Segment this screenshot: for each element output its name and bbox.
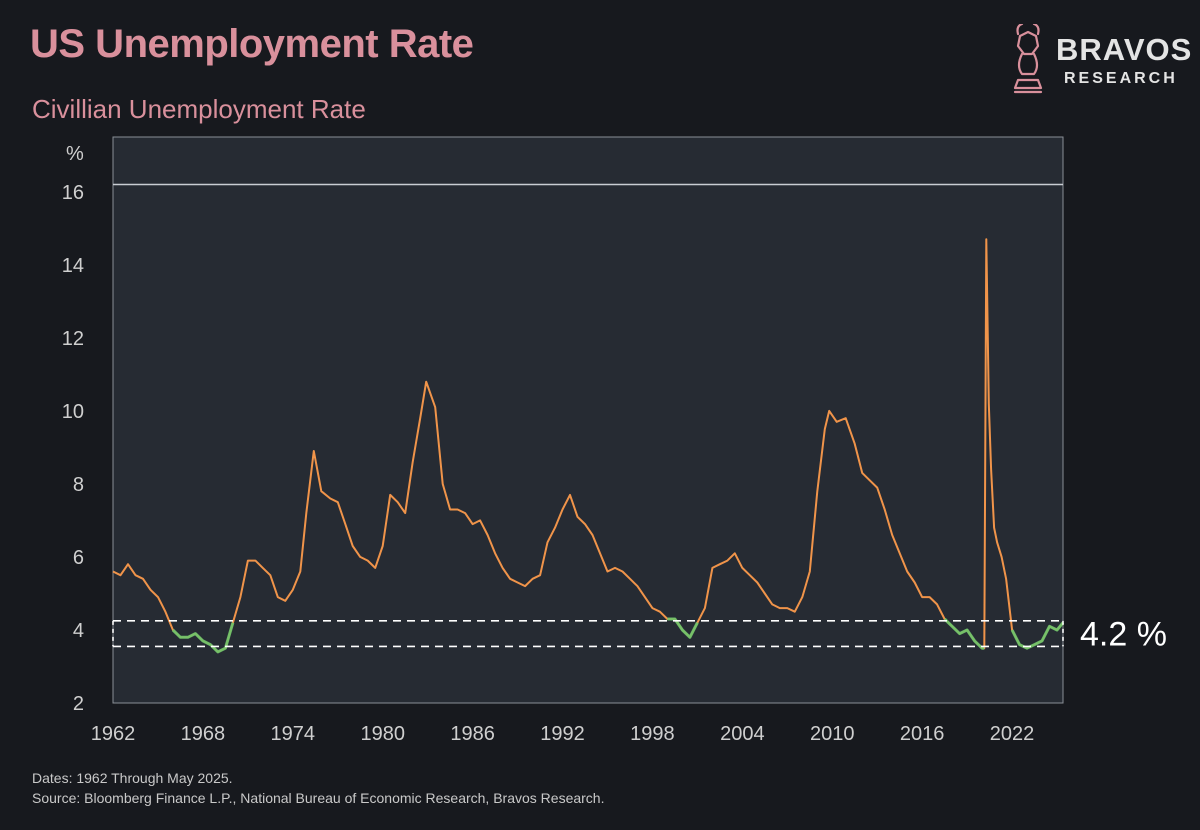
x-tick-label-1968: 1968 [181, 723, 226, 745]
y-axis: 2 4 6 8 10 12 14 16 [62, 182, 84, 715]
y-tick-label-4: 4 [73, 620, 84, 642]
brand-tagline: RESEARCH [1064, 70, 1178, 87]
footer-source: Source: Bloomberg Finance L.P., National… [32, 790, 605, 806]
x-tick-label-2016: 2016 [900, 723, 945, 745]
footer-dates: Dates: 1962 Through May 2025. [32, 770, 233, 786]
low-rate-highlight [171, 622, 235, 654]
chart-subtitle: Civillian Unemployment Rate [32, 94, 366, 124]
x-tick-label-2010: 2010 [810, 723, 855, 745]
x-tick-label-2004: 2004 [720, 723, 765, 745]
brand-name: BRAVOS [1056, 32, 1193, 67]
y-axis-unit: % [66, 143, 84, 165]
x-tick-label-1962: 1962 [91, 723, 136, 745]
x-axis: 1962 1968 1974 1980 1986 1992 1998 2004 2010 2016… [91, 723, 1035, 745]
low-rate-highlight [1010, 621, 1065, 650]
x-tick-label-2022: 2022 [990, 723, 1035, 745]
bull-logo-icon [1013, 24, 1043, 94]
x-tick-label-1998: 1998 [630, 723, 675, 745]
chart-title: US Unemployment Rate [30, 22, 474, 66]
y-tick-label-6: 6 [73, 547, 84, 569]
x-tick-label-1992: 1992 [540, 723, 585, 745]
y-tick-label-8: 8 [73, 474, 84, 496]
y-tick-label-2: 2 [73, 693, 84, 715]
x-tick-label-1986: 1986 [450, 723, 495, 745]
plot-area [112, 136, 1064, 704]
y-tick-label-10: 10 [62, 401, 84, 423]
y-tick-label-14: 14 [62, 255, 84, 277]
line-chart: 2 4 6 8 10 12 14 16 1962 1968 1974 1980 1986 1992 199… [62, 136, 1167, 745]
series-line-unemployment [112, 238, 1064, 653]
low-rate-highlight [943, 617, 985, 650]
x-tick-label-1974: 1974 [271, 723, 316, 745]
low-rate-highlight [667, 617, 699, 639]
x-tick-label-1980: 1980 [360, 723, 405, 745]
band-label: 4.2 % [1080, 616, 1167, 654]
series-unemployment-rate [112, 238, 1065, 654]
y-tick-label-12: 12 [62, 328, 84, 350]
y-tick-label-16: 16 [62, 182, 84, 204]
